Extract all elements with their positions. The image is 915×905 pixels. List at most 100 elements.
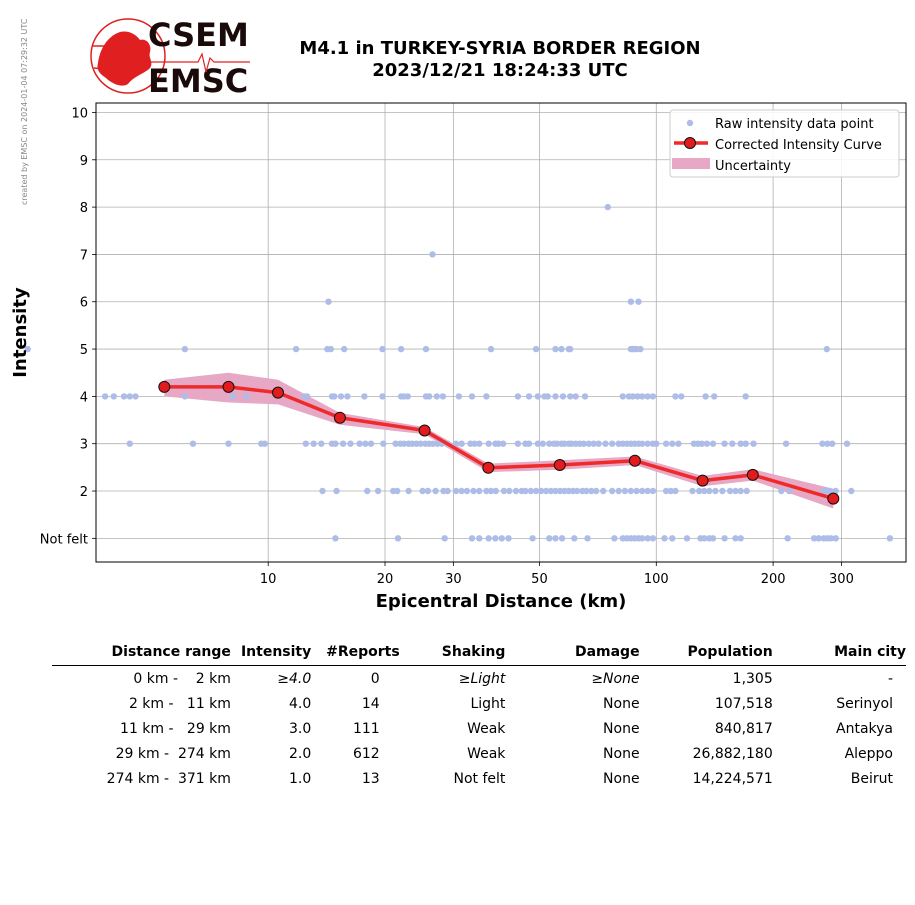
raw-data-point	[310, 440, 317, 447]
curve-point	[272, 386, 284, 399]
raw-data-point	[742, 440, 749, 447]
cell-intensity: 4.0	[288, 695, 312, 712]
raw-data-point	[476, 440, 483, 447]
header-population: Population	[639, 640, 773, 666]
legend-curve-marker	[684, 137, 696, 149]
raw-data-point	[698, 440, 705, 447]
header-reports: #Reports	[311, 640, 400, 666]
y-tick-label: 2	[80, 485, 88, 500]
raw-data-point	[492, 487, 499, 495]
raw-data-point	[332, 535, 339, 542]
raw-data-point	[470, 487, 477, 495]
legend-uncertainty-swatch	[672, 158, 710, 169]
raw-data-point	[778, 487, 785, 495]
cell-main-city: Antakya	[836, 720, 893, 737]
raw-data-point	[380, 440, 387, 447]
raw-data-point	[609, 487, 616, 495]
raw-data-point	[379, 393, 386, 400]
raw-data-point	[506, 487, 513, 495]
raw-data-point	[417, 440, 424, 447]
raw-data-point	[429, 440, 437, 447]
raw-data-point	[611, 535, 618, 542]
raw-data-point	[483, 487, 490, 495]
raw-data-point	[333, 487, 340, 495]
raw-data-point	[532, 345, 540, 353]
raw-data-point	[292, 345, 300, 353]
raw-data-point	[701, 535, 708, 542]
raw-data-point	[325, 298, 332, 305]
raw-data-point	[827, 535, 835, 542]
curve-point	[553, 459, 566, 471]
cell-intensity: 1.0	[288, 770, 312, 787]
legend-raw-marker	[686, 119, 694, 127]
raw-data-point	[743, 487, 750, 495]
raw-data-point	[567, 393, 574, 400]
raw-data-point	[458, 487, 465, 495]
x-tick-label: 100	[644, 572, 669, 587]
chart-title: M4.1 in TURKEY-SYRIA BORDER REGION 2023/…	[260, 38, 740, 82]
cell-distance: 29 km - 274 km	[115, 745, 231, 762]
raw-data-point	[732, 487, 739, 495]
uncertainty-area	[164, 372, 834, 509]
y-tick-label: 4	[80, 390, 88, 405]
raw-data-point	[573, 487, 581, 495]
raw-data-point	[732, 535, 739, 542]
raw-data-point	[471, 440, 478, 447]
raw-data-point	[595, 440, 602, 447]
raw-data-point	[404, 393, 411, 400]
raw-data-point	[432, 487, 439, 495]
raw-data-point	[823, 345, 830, 353]
cell-intensity: 3.0	[288, 720, 312, 737]
raw-data-point	[514, 440, 522, 447]
raw-data-point	[101, 393, 109, 400]
raw-data-point	[452, 487, 460, 495]
raw-data-point	[784, 535, 791, 542]
legend-label: Corrected Intensity Curve	[715, 138, 882, 153]
raw-data-point	[422, 345, 430, 353]
raw-data-point	[709, 440, 717, 447]
raw-data-point	[639, 440, 646, 447]
curve-point	[827, 492, 840, 505]
raw-data-point	[721, 440, 728, 447]
raw-data-point	[525, 393, 533, 400]
raw-data-point	[529, 535, 536, 542]
raw-data-point	[637, 345, 644, 353]
y-tick-label: 10	[71, 106, 88, 121]
raw-data-point	[492, 535, 499, 542]
raw-data-point	[627, 298, 635, 305]
raw-data-point	[542, 487, 550, 495]
y-tick-label: 5	[80, 343, 88, 358]
raw-data-point	[522, 487, 529, 495]
raw-data-point	[433, 393, 440, 400]
raw-data-point	[634, 393, 641, 400]
raw-data-point	[672, 393, 679, 400]
raw-data-point	[332, 440, 339, 447]
cell-main-city: Beirut	[850, 770, 893, 787]
raw-data-point	[729, 440, 736, 447]
raw-data-point	[24, 345, 31, 353]
raw-data-point	[126, 440, 133, 447]
x-tick-label: 50	[531, 572, 548, 587]
raw-data-point	[639, 487, 646, 495]
legend-box	[669, 109, 900, 178]
raw-data-point	[261, 440, 268, 447]
cell-distance: 0 km - 2 km	[133, 670, 231, 687]
cell-damage: None	[603, 770, 640, 787]
raw-data-point	[584, 535, 591, 542]
raw-data-point	[721, 535, 728, 542]
x-tick-label: 30	[445, 572, 462, 587]
raw-data-point	[424, 487, 432, 495]
cell-reports: 13	[361, 770, 380, 787]
raw-data-point	[824, 440, 831, 447]
y-tick-label: 9	[80, 154, 88, 169]
raw-data-point	[742, 393, 749, 400]
raw-data-point	[458, 440, 465, 447]
raw-data-point	[512, 487, 520, 495]
raw-data-point	[552, 487, 559, 495]
cell-distance: 11 km - 29 km	[120, 720, 231, 737]
raw-data-point	[302, 440, 309, 447]
raw-data-point	[609, 440, 616, 447]
x-tick-label: 200	[761, 572, 786, 587]
raw-data-point	[711, 393, 718, 400]
raw-data-point	[429, 251, 436, 258]
